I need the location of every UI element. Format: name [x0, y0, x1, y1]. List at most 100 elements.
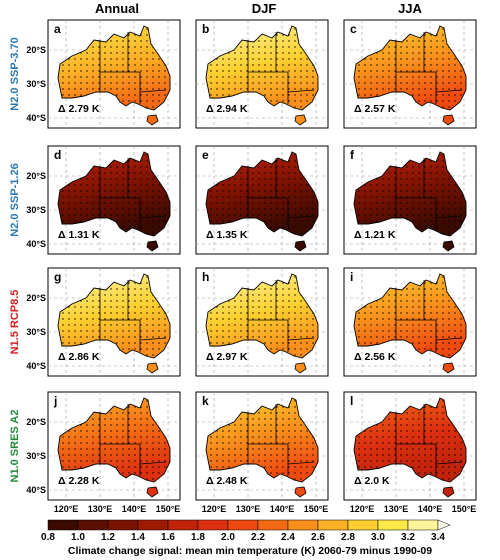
significance-stippling [354, 274, 466, 358]
state-borders [395, 404, 463, 476]
row-label: N1.0 SRES A2 [9, 410, 21, 483]
panel-delta: Δ 2.48 K [206, 475, 248, 487]
state-borders [247, 32, 315, 104]
colorbar-segment [317, 519, 349, 531]
significance-stippling [58, 274, 170, 358]
lat-tick-label: 40°S [26, 485, 46, 495]
colorbar-tick: 1.6 [161, 532, 175, 543]
lat-tick-label: 30°S [26, 327, 46, 337]
state-borders [395, 158, 463, 230]
panel-letter: d [54, 148, 61, 162]
lon-tick-label: 150°E [304, 504, 329, 514]
column-title-annual: Annual [95, 1, 139, 16]
colorbar-segment [47, 519, 79, 531]
map-panel-b: b Δ 2.94 K [195, 19, 329, 129]
significance-stippling [58, 26, 170, 110]
colorbar-segment [227, 519, 259, 531]
colorbar-tick: 1.4 [131, 532, 145, 543]
state-borders [99, 32, 167, 104]
lon-tick-label: 120°E [202, 504, 227, 514]
significance-stippling [206, 26, 318, 110]
colorbar-tick: 0.8 [41, 532, 55, 543]
map-panel-j: j Δ 2.28 K [47, 391, 181, 501]
lon-tick-label: 150°E [156, 504, 181, 514]
row-label: N1.5 RCP8.5 [9, 290, 21, 355]
row-label: N2.0 SSP-1.26 [9, 163, 21, 236]
tasmania [442, 362, 455, 374]
tasmania [294, 362, 307, 374]
significance-stippling [354, 152, 466, 236]
lat-tick-label: 20°S [26, 171, 46, 181]
colorbar-segment [347, 519, 379, 531]
lon-tick-label: 120°E [350, 504, 375, 514]
lat-tick-label: 40°S [26, 239, 46, 249]
significance-stippling [206, 274, 318, 358]
tasmania [442, 114, 455, 126]
tasmania [146, 114, 159, 126]
state-borders [99, 280, 167, 352]
lat-tick-label: 20°S [26, 45, 46, 55]
map-panel-e: e Δ 1.35 K [195, 145, 329, 255]
colorbar-segment [287, 519, 319, 531]
tasmania [442, 486, 455, 498]
panel-delta: Δ 2.94 K [206, 103, 248, 115]
map-panel-k: k Δ 2.48 K [195, 391, 329, 501]
colorbar-segment [377, 519, 409, 531]
panel-letter: a [54, 22, 61, 36]
colorbar-tick: 3.2 [401, 532, 415, 543]
state-borders [247, 158, 315, 230]
state-borders [395, 32, 463, 104]
colorbar-tick: 3.0 [371, 532, 385, 543]
tasmania [294, 486, 307, 498]
colorbar-segment [107, 519, 139, 531]
lat-tick-label: 30°S [26, 451, 46, 461]
lon-tick-label: 140°E [418, 504, 443, 514]
panel-delta: Δ 2.0 K [354, 475, 390, 487]
lon-tick-label: 130°E [88, 504, 113, 514]
significance-stippling [354, 398, 466, 482]
panel-letter: b [202, 22, 209, 36]
state-borders [99, 158, 167, 230]
lon-tick-label: 140°E [122, 504, 147, 514]
lon-tick-label: 130°E [236, 504, 261, 514]
panel-delta: Δ 2.56 K [354, 351, 396, 363]
map-panel-l: l Δ 2.0 K [343, 391, 477, 501]
colorbar-tick: 1.8 [191, 532, 205, 543]
panel-delta: Δ 2.28 K [58, 475, 100, 487]
panel-delta: Δ 2.97 K [206, 351, 248, 363]
tasmania [294, 240, 307, 252]
colorbar-segment [197, 519, 229, 531]
lat-tick-label: 40°S [26, 113, 46, 123]
panel-letter: j [53, 394, 57, 408]
colorbar-tick: 3.4 [431, 532, 445, 543]
colorbar-tick: 2.4 [281, 532, 295, 543]
map-panel-f: f Δ 1.21 K [343, 145, 477, 255]
panel-letter: h [202, 270, 209, 284]
panel-letter: e [202, 148, 209, 162]
significance-stippling [206, 398, 318, 482]
lat-tick-label: 30°S [26, 79, 46, 89]
panel-delta: Δ 1.21 K [354, 229, 396, 241]
panel-delta: Δ 2.57 K [354, 103, 396, 115]
panel-letter: f [350, 148, 355, 162]
lat-tick-label: 30°S [26, 205, 46, 215]
panel-delta: Δ 1.35 K [206, 229, 248, 241]
colorbar-tick: 2.6 [311, 532, 325, 543]
tasmania [146, 486, 159, 498]
colorbar-tick: 2.8 [341, 532, 355, 543]
panel-letter: g [54, 270, 61, 284]
map-panel-i: i Δ 2.56 K [343, 267, 477, 377]
lon-tick-label: 130°E [384, 504, 409, 514]
tasmania [146, 362, 159, 374]
panel-letter: k [202, 394, 209, 408]
panel-delta: Δ 2.86 K [58, 351, 100, 363]
colorbar-segment [137, 519, 169, 531]
tasmania [442, 240, 455, 252]
panel-letter: l [350, 394, 353, 408]
significance-stippling [58, 398, 170, 482]
lon-tick-label: 150°E [452, 504, 477, 514]
map-panel-g: g Δ 2.86 K [47, 267, 181, 377]
colorbar-tick: 1.0 [71, 532, 85, 543]
tasmania [294, 114, 307, 126]
